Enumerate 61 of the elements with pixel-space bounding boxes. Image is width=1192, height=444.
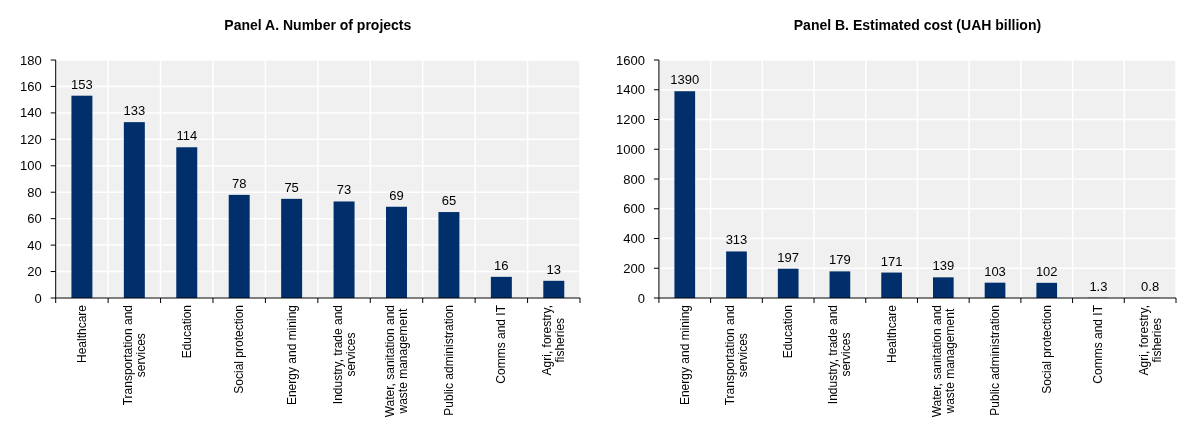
data-label: 69: [389, 187, 404, 203]
y-tick-label: 1600: [616, 52, 645, 68]
y-tick-label: 1200: [616, 112, 645, 128]
y-tick-label: 800: [623, 171, 645, 187]
data-label: 171: [880, 253, 903, 269]
data-label: 1.3: [1089, 278, 1108, 294]
y-tick-label: 0: [637, 290, 645, 306]
data-label: 197: [777, 249, 800, 265]
chart-title: Panel A. Number of projects: [224, 17, 412, 33]
x-tick-label: Healthcare: [74, 304, 89, 364]
y-tick-label: 140: [19, 105, 42, 121]
y-tick-label: 100: [19, 158, 42, 174]
data-label: 139: [932, 258, 955, 274]
y-tick-label: 600: [623, 201, 645, 217]
x-tick-label: Energy and mining: [284, 305, 299, 406]
x-tick-label: Comms and IT: [1091, 304, 1106, 384]
x-tick-label: Industry, trade and services: [826, 305, 854, 405]
x-tick-label: Energy and mining: [677, 305, 692, 406]
x-tick-label: Transportation and services: [120, 304, 148, 406]
x-tick-label: Public administration: [988, 305, 1003, 416]
x-tick-label: Education: [781, 305, 796, 359]
data-label: 1390: [670, 72, 700, 88]
y-tick-label: 120: [19, 131, 42, 147]
chart-title: Panel B. Estimated cost (UAH billion): [793, 17, 1042, 33]
data-label: 73: [336, 182, 352, 198]
data-label: 313: [725, 232, 748, 248]
x-tick-label: Social protection: [232, 305, 247, 394]
y-tick-label: 1000: [616, 141, 645, 157]
data-label: 133: [123, 103, 146, 119]
data-label: 65: [441, 193, 457, 209]
y-tick-label: 200: [623, 260, 645, 276]
x-tick-label: Water, sanitation and waste management: [382, 305, 410, 418]
y-tick-label: 40: [27, 237, 42, 253]
data-label: 114: [176, 128, 198, 144]
x-tick-label: Transportation and services: [722, 304, 750, 406]
x-tick-label: Social protection: [1039, 305, 1054, 394]
y-tick-label: 20: [27, 264, 42, 280]
x-tick-label: Agri, forestry, fisheries: [1136, 305, 1164, 376]
y-tick-label: 0: [34, 290, 42, 306]
y-tick-label: 80: [27, 184, 42, 200]
data-label: 0.8: [1141, 278, 1160, 294]
data-label: 179: [829, 252, 851, 268]
y-tick-label: 400: [623, 231, 645, 247]
x-tick-label: Public administration: [441, 305, 456, 416]
data-label: 102: [1035, 263, 1058, 279]
x-tick-label: Water, sanitation and waste management: [929, 305, 957, 418]
data-label: 103: [984, 263, 1006, 279]
x-tick-label: Agri, forestry, fisheries: [540, 305, 568, 376]
y-tick-label: 1400: [616, 82, 645, 98]
x-tick-label: Industry, trade and services: [330, 305, 358, 405]
y-tick-label: 160: [19, 78, 42, 94]
data-label: 153: [71, 76, 93, 92]
y-tick-label: 60: [27, 211, 42, 227]
y-tick-label: 180: [19, 52, 42, 68]
x-tick-label: Healthcare: [884, 304, 899, 364]
data-label: 13: [546, 261, 562, 277]
data-label: 75: [284, 179, 299, 195]
x-tick-label: Comms and IT: [494, 304, 509, 384]
data-label: 16: [494, 257, 509, 273]
data-label: 78: [231, 175, 247, 191]
x-tick-label: Education: [179, 305, 194, 359]
